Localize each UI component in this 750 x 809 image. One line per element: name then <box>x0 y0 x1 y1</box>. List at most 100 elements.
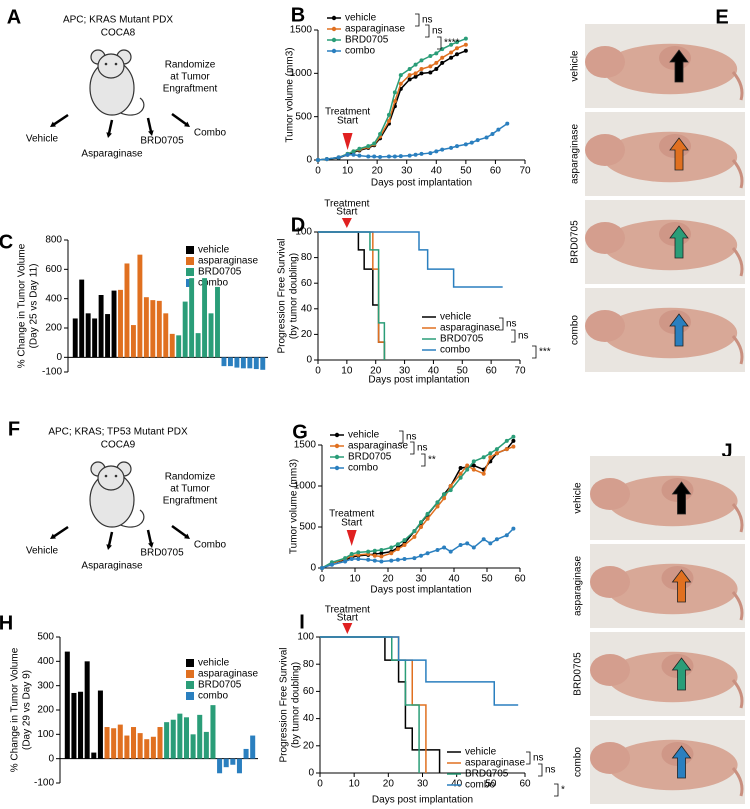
mouse-head <box>585 310 625 342</box>
bar <box>183 717 189 759</box>
y-axis-label: % Change in Tumor Volume <box>17 243 28 368</box>
data-point <box>407 67 412 71</box>
data-point <box>349 556 354 561</box>
bar <box>156 300 162 358</box>
data-point <box>471 459 476 464</box>
data-point <box>481 471 486 476</box>
data-point <box>458 465 463 470</box>
legend-marker <box>331 26 337 32</box>
data-point <box>419 67 424 71</box>
bar <box>84 661 90 759</box>
group-arrowhead <box>148 542 154 548</box>
photo-label: vehicle <box>570 50 581 82</box>
group-arrow <box>107 531 114 547</box>
group-arrowhead <box>184 533 190 539</box>
data-point <box>463 42 468 47</box>
bar <box>85 313 91 358</box>
sig-label: ns <box>533 753 544 764</box>
data-point <box>412 529 417 534</box>
data-point <box>442 496 447 501</box>
x-tick-label: 10 <box>349 574 361 585</box>
x-axis-label: Days post implantation <box>371 178 472 189</box>
sig-bracket <box>538 763 543 777</box>
survival-curve <box>318 231 386 360</box>
x-tick-label: 60 <box>519 779 531 790</box>
mouse-head <box>585 134 625 166</box>
legend-marker <box>334 443 340 449</box>
bar <box>190 734 196 759</box>
chart: B 0 500 1000 1500 Tumor volume (mm3) 0 10 20 30 40… <box>285 4 531 188</box>
y-tick-label: 0 <box>308 768 314 779</box>
legend-swatch <box>186 692 194 700</box>
mouse-tail <box>731 767 744 797</box>
data-point <box>316 158 320 162</box>
data-point <box>458 471 463 476</box>
data-point <box>425 511 430 516</box>
sig-bracket <box>499 317 504 331</box>
data-point <box>407 153 412 158</box>
y-tick-label: 60 <box>301 278 313 289</box>
bar <box>253 357 259 370</box>
data-point <box>511 434 516 439</box>
data-point <box>488 451 493 456</box>
x-tick-label: 50 <box>460 166 472 177</box>
data-point <box>449 55 454 60</box>
bar <box>203 731 209 759</box>
panel-letter: H <box>0 612 13 634</box>
legend-label: asparaginase <box>198 669 258 680</box>
y-tick-label: 60 <box>303 686 315 697</box>
randomize-label: at Tumor <box>170 484 210 495</box>
data-point <box>378 132 383 136</box>
data-point <box>465 467 470 472</box>
treatment-label: Start <box>337 613 358 624</box>
tumor-arrow <box>669 137 689 171</box>
data-point <box>454 46 459 51</box>
x-tick-label: 40 <box>428 366 440 377</box>
data-point <box>419 58 424 63</box>
data-point <box>435 500 440 505</box>
legend-label: BRD0705 <box>198 267 242 278</box>
bar <box>230 758 236 765</box>
mouse-tail <box>731 679 744 709</box>
sig-label: ns <box>406 432 417 443</box>
group-arrow <box>146 529 153 545</box>
x-tick-label: 0 <box>315 166 321 177</box>
legend-swatch <box>186 670 194 678</box>
sig-bracket <box>399 430 404 444</box>
x-axis-label: Days post implantation <box>368 375 469 386</box>
data-point <box>471 545 476 550</box>
bar <box>111 728 117 759</box>
data-point <box>372 141 377 146</box>
data-point <box>504 438 509 443</box>
data-point <box>366 144 371 149</box>
legend-label: BRD0705 <box>348 452 392 463</box>
data-point <box>349 552 354 557</box>
bar <box>189 278 195 358</box>
legend-label: asparaginase <box>348 441 408 452</box>
data-point <box>505 121 510 126</box>
data-point <box>395 547 400 552</box>
y-axis-label: (Day 29 vs Day 9) <box>22 670 33 750</box>
legend-label: vehicle <box>198 245 230 256</box>
y-tick-label: 800 <box>45 235 62 246</box>
x-tick-label: 0 <box>319 574 325 585</box>
mouse-tail <box>731 335 744 365</box>
data-point <box>469 140 474 145</box>
bar <box>195 333 201 358</box>
treatment-arrow <box>342 133 353 150</box>
data-point <box>320 566 324 570</box>
survival-curve <box>320 636 519 706</box>
y-tick-label: 80 <box>303 659 315 670</box>
data-point <box>402 556 407 561</box>
sig-label: ns <box>518 331 529 342</box>
data-point <box>490 132 495 136</box>
y-tick-label: 0 <box>56 352 62 363</box>
legend-label: combo <box>198 691 228 702</box>
data-point <box>448 488 453 493</box>
mouse-tail <box>731 71 744 101</box>
data-point <box>494 537 499 542</box>
data-point <box>392 154 397 159</box>
group-label: BRD0705 <box>140 548 184 559</box>
group-arrowhead <box>148 130 154 136</box>
